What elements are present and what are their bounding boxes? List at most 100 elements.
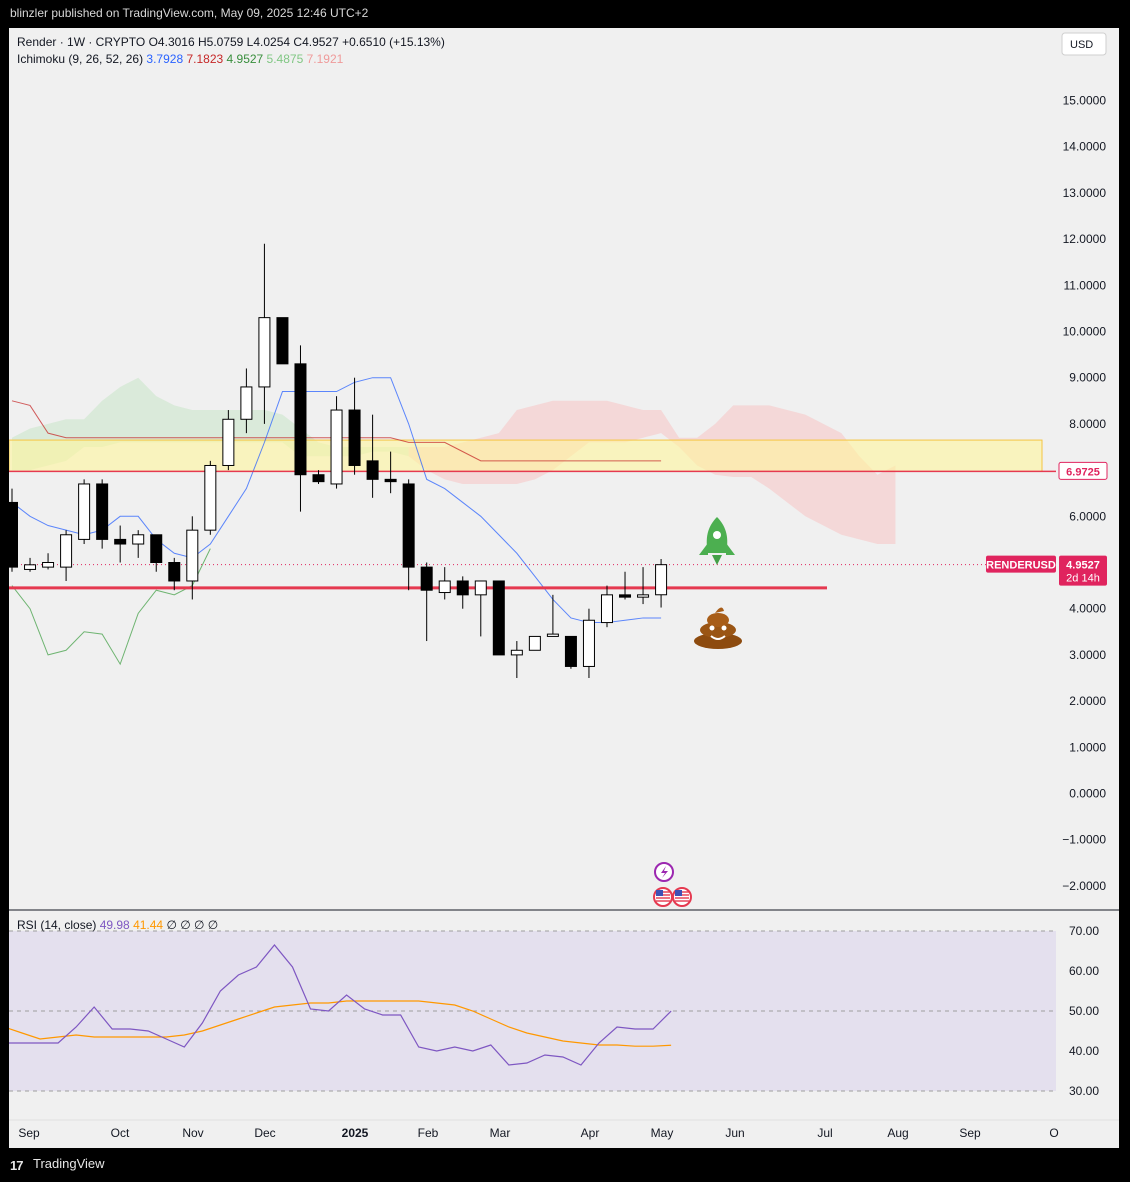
chikou-span-line [11, 548, 211, 666]
symbol-tag-label: RENDERUSD [986, 560, 1056, 572]
candle[interactable] [402, 479, 415, 591]
candle[interactable] [114, 525, 127, 563]
candle-body [96, 483, 109, 540]
candle[interactable] [240, 368, 253, 434]
candle[interactable] [24, 557, 37, 572]
poop-base [694, 633, 742, 649]
lightning-icon[interactable] [654, 862, 674, 882]
price-tick-label: 13.0000 [1063, 186, 1107, 200]
price-tick-label: 3.0000 [1069, 648, 1106, 662]
price-tick-label: 1.0000 [1069, 740, 1106, 754]
poop-icon[interactable] [694, 607, 742, 649]
candle[interactable] [438, 567, 451, 600]
candle[interactable] [60, 530, 73, 581]
rsi-legend: RSI (14, close) 49.98 41.44 ∅ ∅ ∅ ∅ [17, 918, 218, 932]
candle-body [600, 594, 613, 624]
rsi-tick-label: 70.00 [1069, 924, 1099, 938]
candle[interactable] [564, 635, 577, 669]
candle-body [637, 594, 650, 598]
rsi-ma-line [3, 1000, 672, 1047]
rsi-tick-label: 30.00 [1069, 1084, 1099, 1098]
symbol-tag [986, 555, 1056, 573]
price-tick-label: 11.0000 [1064, 278, 1107, 292]
candle[interactable] [258, 243, 271, 424]
legend-value: Render · 1W · CRYPTO [17, 35, 145, 49]
candle[interactable] [582, 608, 595, 678]
chart-canvas[interactable]: 15.0000 14.0000 13.0000 12.0000 11.0000 10.00… [3, 28, 1119, 1148]
candle-body [510, 649, 523, 656]
candle[interactable] [204, 460, 217, 535]
candle[interactable] [168, 557, 181, 591]
candle-body [384, 478, 397, 483]
candle-body [222, 418, 235, 466]
candle[interactable] [294, 345, 307, 512]
candle-body [132, 534, 145, 545]
candle[interactable] [78, 479, 91, 545]
candle[interactable] [348, 377, 361, 475]
candle[interactable] [528, 635, 541, 651]
candle-body [492, 580, 505, 656]
rsi-legend-value: 49.98 [96, 918, 130, 932]
ichimoku-value: 7.1823 [183, 52, 223, 66]
candle[interactable] [276, 317, 289, 365]
candle[interactable] [330, 396, 343, 489]
rocket-window [713, 531, 721, 539]
us-flag-icon[interactable] [672, 887, 692, 907]
publish-bar: blinzler published on TradingView.com, M… [0, 0, 1130, 26]
candle-body [528, 635, 541, 651]
candle[interactable] [546, 594, 559, 637]
candle[interactable] [420, 562, 433, 642]
time-tick-label: Jul [817, 1126, 832, 1140]
candle[interactable] [637, 567, 650, 605]
time-tick-label: Apr [581, 1126, 600, 1140]
time-tick-label: Oct [111, 1126, 130, 1140]
candle[interactable] [222, 410, 235, 471]
candle[interactable] [456, 576, 469, 609]
candle-body [114, 538, 127, 545]
candle[interactable] [492, 580, 505, 656]
last-price-label: 4.9527 [1066, 560, 1100, 572]
rocket-icon[interactable] [699, 517, 735, 565]
ichimoku-label: Ichimoku (9, 26, 52, 26) [17, 52, 143, 66]
candle[interactable] [474, 580, 487, 637]
resistance-price-label: 6.9725 [1066, 466, 1100, 478]
candle[interactable] [150, 534, 163, 572]
candle[interactable] [510, 641, 523, 678]
candle-body [474, 580, 487, 596]
candle-body [564, 635, 577, 667]
time-tick-label: 2025 [342, 1126, 369, 1140]
candle[interactable] [312, 470, 325, 484]
candle-body [60, 534, 73, 568]
candle[interactable] [366, 414, 379, 498]
candle[interactable] [42, 553, 55, 570]
currency-button-label: USD [1070, 39, 1093, 51]
price-axis[interactable] [1057, 28, 1119, 1148]
resistance-zone[interactable] [8, 439, 1043, 472]
candle-body [438, 580, 451, 594]
poop-eye [721, 625, 727, 631]
last-price-tag [1059, 555, 1107, 586]
candle[interactable] [96, 479, 109, 549]
candle[interactable] [619, 571, 632, 600]
candle[interactable] [132, 530, 145, 558]
currency-button[interactable]: USD [1061, 32, 1107, 56]
candle-body [456, 580, 469, 596]
candle[interactable] [655, 558, 668, 608]
price-tick-label: 10.0000 [1063, 325, 1107, 339]
tradingview-logo-icon[interactable]: 17 [10, 1158, 24, 1173]
symbol-legend: Render · 1W · CRYPTO O4.3016 H5.0759 L4.… [17, 35, 445, 49]
us-flag-icon[interactable] [653, 887, 673, 907]
poop-smile [710, 635, 726, 640]
candle[interactable] [384, 451, 397, 494]
legend-value: L4.0254 [243, 35, 290, 49]
candle-body [312, 474, 325, 483]
countdown-label: 2d 14h [1066, 573, 1100, 585]
poop-top [707, 613, 729, 627]
ichimoku-value: 5.4875 [263, 52, 303, 66]
candle[interactable] [600, 585, 613, 628]
candle-body [42, 562, 55, 568]
flag-canton [656, 890, 663, 896]
candle[interactable] [186, 516, 199, 600]
ichimoku-value: 7.1921 [303, 52, 343, 66]
lightning-bolt [661, 866, 668, 878]
